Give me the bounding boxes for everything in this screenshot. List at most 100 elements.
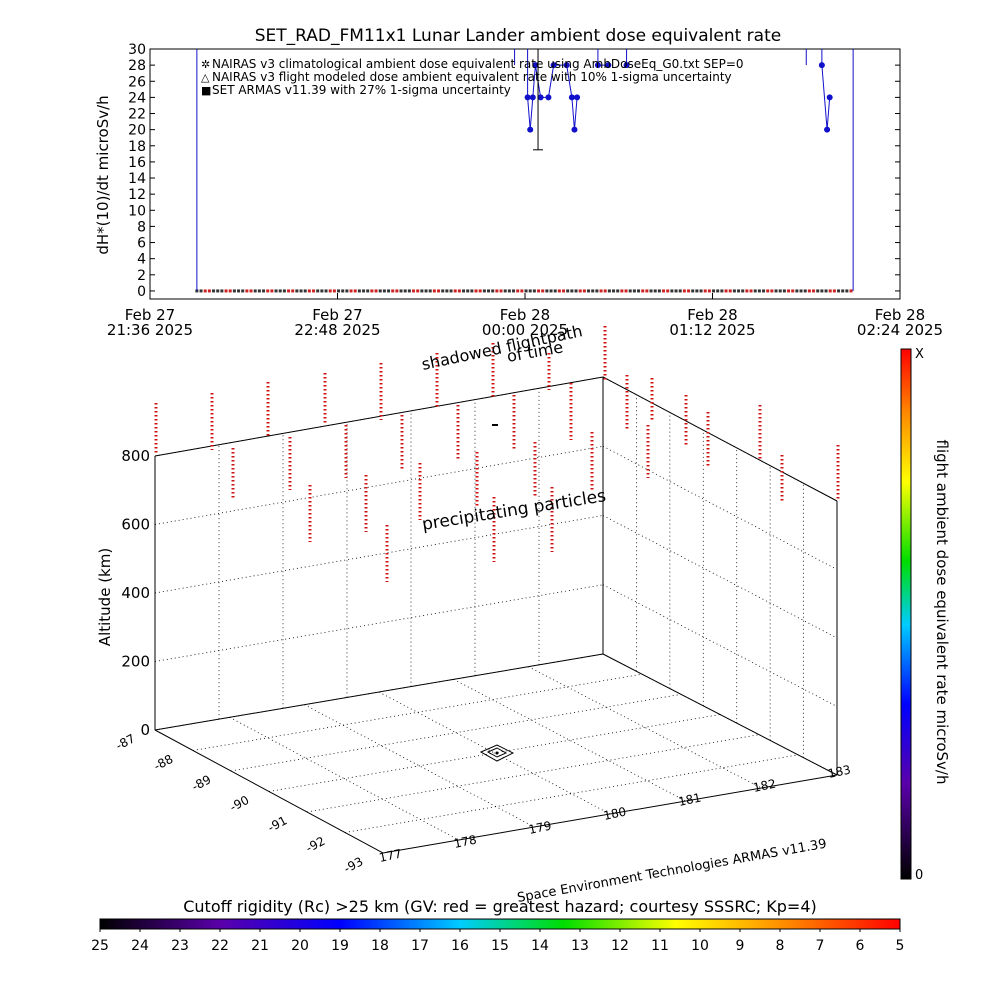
top-x-tick-date: Feb 28 (500, 306, 550, 324)
top-y-tick-label: 24 (128, 90, 146, 106)
baseline-marker (595, 289, 599, 293)
baseline-marker (487, 289, 491, 293)
baseline-marker (816, 289, 820, 293)
rigidity-tick-label: 11 (651, 938, 669, 954)
top-y-tick-label: 4 (137, 252, 146, 268)
baseline-marker (753, 289, 757, 293)
latitude-tick-label: -90 (228, 793, 252, 815)
baseline-marker (266, 289, 270, 293)
rigidity-tick-label: 21 (251, 938, 269, 954)
top-y-tick-label: 12 (128, 187, 146, 203)
altitude-tick-label: 400 (121, 584, 150, 602)
rigidity-tick-label: 25 (91, 938, 109, 954)
colorbar-bottom-label: 0 (915, 868, 923, 883)
baseline-marker (603, 289, 607, 293)
baseline-marker (607, 289, 611, 293)
baseline-marker (245, 289, 249, 293)
rigidity-tick-label: 23 (171, 938, 189, 954)
baseline-marker (374, 289, 378, 293)
baseline-marker (537, 289, 541, 293)
credit-text: Space Environment Technologies ARMAS v11… (516, 837, 828, 906)
series-point (574, 94, 581, 101)
baseline-marker (366, 289, 370, 293)
latitude-ticks: -87 -88 -89 -90 -91 -92 -93 (114, 731, 366, 876)
baseline-marker (803, 289, 807, 293)
baseline-marker (799, 289, 803, 293)
top-x-tick-time: 01:12 2025 (669, 321, 755, 339)
baseline-marker (332, 289, 336, 293)
rigidity-tick-label: 10 (691, 938, 709, 954)
colorbar-top-label: X (915, 347, 924, 362)
rigidity-tick-label: 12 (611, 938, 629, 954)
baseline-marker (599, 289, 603, 293)
rigidity-tick-label: 8 (776, 938, 785, 954)
series-point (623, 62, 630, 69)
top-x-tick-time: 02:24 2025 (857, 321, 943, 339)
baseline-marker (620, 289, 624, 293)
baseline-marker (232, 289, 236, 293)
top-x-tick-date: Feb 27 (312, 306, 362, 324)
baseline-marker (445, 289, 449, 293)
longitude-tick-label: 180 (602, 804, 627, 822)
baseline-marker (307, 289, 311, 293)
baseline-markers (195, 289, 853, 293)
baseline-marker (520, 289, 524, 293)
latitude-tick-label: -87 (114, 731, 138, 753)
baseline-marker (478, 289, 482, 293)
baseline-marker (695, 289, 699, 293)
longitude-tick-label: 181 (677, 790, 702, 808)
flightpath-marker (479, 744, 515, 762)
baseline-marker (216, 289, 220, 293)
rigidity-title: Cutoff rigidity (Rc) >25 km (GV: red = g… (183, 897, 817, 916)
baseline-marker (641, 289, 645, 293)
baseline-marker (437, 289, 441, 293)
baseline-marker (470, 289, 474, 293)
series-segment (821, 65, 828, 130)
baseline-marker (270, 289, 274, 293)
rigidity-tick-label: 17 (411, 938, 429, 954)
baseline-marker (457, 289, 461, 293)
baseline-marker (474, 289, 478, 293)
baseline-marker (720, 289, 724, 293)
longitude-tick-label: 178 (453, 832, 478, 850)
baseline-marker (849, 289, 853, 293)
baseline-marker (424, 289, 428, 293)
baseline-marker (362, 289, 366, 293)
baseline-marker (657, 289, 661, 293)
baseline-marker (645, 289, 649, 293)
baseline-marker (782, 289, 786, 293)
baseline-marker (262, 289, 266, 293)
latitude-tick-label: -89 (190, 772, 214, 794)
top-y-tick-label: 2 (137, 268, 146, 284)
baseline-marker (637, 289, 641, 293)
baseline-marker (624, 289, 628, 293)
rigidity-tick-label: 19 (331, 938, 349, 954)
baseline-marker (812, 289, 816, 293)
baseline-marker (462, 289, 466, 293)
baseline-marker (303, 289, 307, 293)
legend-marker: ■ (201, 84, 211, 97)
baseline-marker (678, 289, 682, 293)
baseline-marker (212, 289, 216, 293)
baseline-marker (524, 289, 528, 293)
baseline-marker (732, 289, 736, 293)
box-3d (154, 376, 838, 854)
baseline-marker (541, 289, 545, 293)
rigidity-tick-label: 20 (291, 938, 309, 954)
baseline-marker (666, 289, 670, 293)
altitude-tick-label: 600 (121, 516, 150, 534)
altitude-axis-label: Altitude (km) (96, 548, 114, 646)
baseline-marker (228, 289, 232, 293)
top-y-tick-label: 0 (137, 284, 146, 300)
top-y-tick-label: 28 (128, 58, 146, 74)
top-x-tick-time: 21:36 2025 (107, 321, 193, 339)
rigidity-tick-label: 22 (211, 938, 229, 954)
altitude-tick-label: 200 (121, 653, 150, 671)
baseline-marker (757, 289, 761, 293)
baseline-marker (291, 289, 295, 293)
baseline-marker (370, 289, 374, 293)
baseline-marker (412, 289, 416, 293)
baseline-marker (828, 289, 832, 293)
series-segment (527, 97, 531, 130)
